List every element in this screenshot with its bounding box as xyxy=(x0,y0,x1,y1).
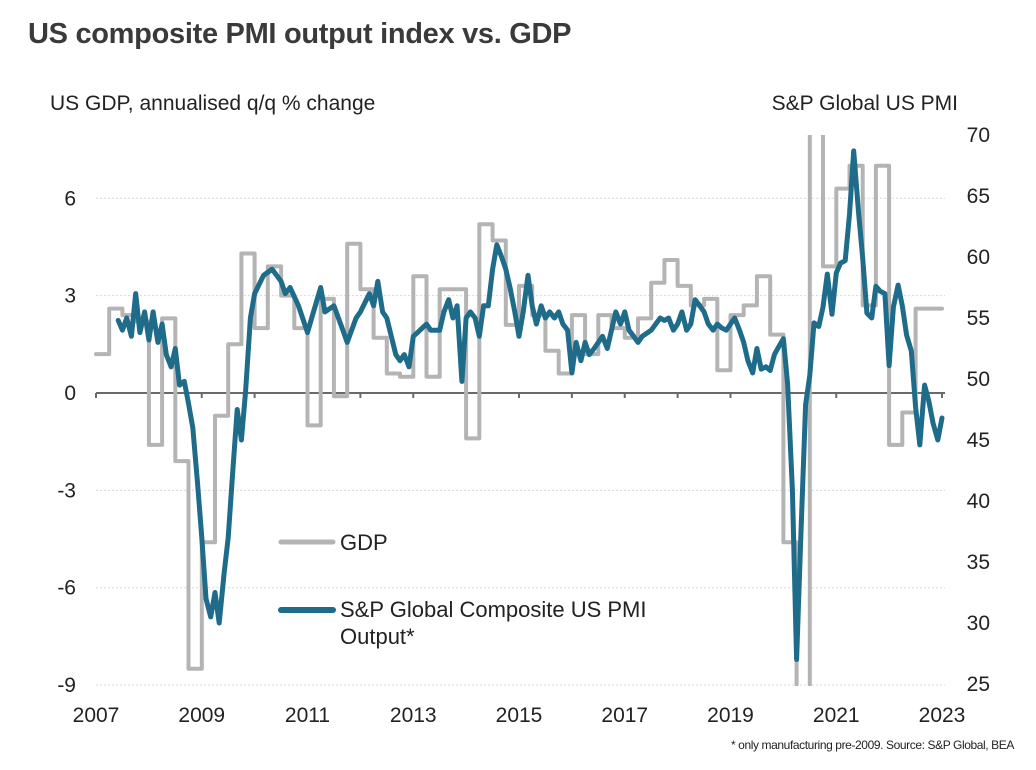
series-line-pmi xyxy=(115,148,945,663)
x-tick-label: 2021 xyxy=(813,704,860,727)
x-tick-label: 2017 xyxy=(601,704,648,727)
left-tick-label: -9 xyxy=(57,674,76,697)
series-line-gdp xyxy=(94,135,944,686)
x-tick-label: 2011 xyxy=(285,704,330,727)
legend-label-pmi-line1: S&P Global Composite US PMI xyxy=(340,597,647,622)
right-tick-label: 25 xyxy=(967,673,990,696)
right-tick-label: 30 xyxy=(967,612,990,635)
source-footnote: * only manufacturing pre-2009. Source: S… xyxy=(730,738,1014,752)
x-tick-label: 2019 xyxy=(707,704,754,727)
left-axis-title: US GDP, annualised q/q % change xyxy=(50,92,376,115)
right-tick-label: 60 xyxy=(967,246,990,269)
left-tick-label: -3 xyxy=(57,479,76,502)
right-tick-label: 65 xyxy=(967,185,990,208)
right-tick-label: 70 xyxy=(967,124,990,147)
series-lines xyxy=(94,135,945,686)
left-tick-label: -6 xyxy=(57,577,76,600)
right-tick-label: 45 xyxy=(967,429,990,452)
left-tick-label: 6 xyxy=(64,187,76,210)
x-tick-label: 2009 xyxy=(178,704,225,727)
right-axis-ticks: 70 65 60 55 50 45 40 35 30 25 xyxy=(967,124,990,696)
right-axis-title: S&P Global US PMI xyxy=(771,92,958,115)
zero-line xyxy=(95,392,945,398)
legend: GDP S&P Global Composite US PMI Output* xyxy=(278,530,653,649)
left-axis-ticks: 6 3 0 -3 -6 -9 xyxy=(57,187,76,697)
right-tick-label: 50 xyxy=(967,368,990,391)
right-tick-label: 40 xyxy=(967,490,990,513)
right-tick-label: 55 xyxy=(967,307,990,330)
chart-title: US composite PMI output index vs. GDP xyxy=(28,18,572,50)
x-tick-label: 2023 xyxy=(919,704,966,727)
legend-label-pmi: S&P Global Composite US PMI Output* xyxy=(340,597,653,649)
x-tick-label: 2007 xyxy=(73,704,120,727)
x-tick-label: 2015 xyxy=(496,704,543,727)
right-tick-label: 35 xyxy=(967,551,990,574)
x-axis-ticks: 2007 2009 2011 2013 2015 2017 2019 2021 2023 xyxy=(73,704,966,727)
legend-label-gdp: GDP xyxy=(340,530,388,555)
left-tick-label: 3 xyxy=(64,285,76,308)
x-tick-label: 2013 xyxy=(390,704,437,727)
legend-label-pmi-line2: Output* xyxy=(340,624,415,649)
left-tick-label: 0 xyxy=(64,382,76,405)
